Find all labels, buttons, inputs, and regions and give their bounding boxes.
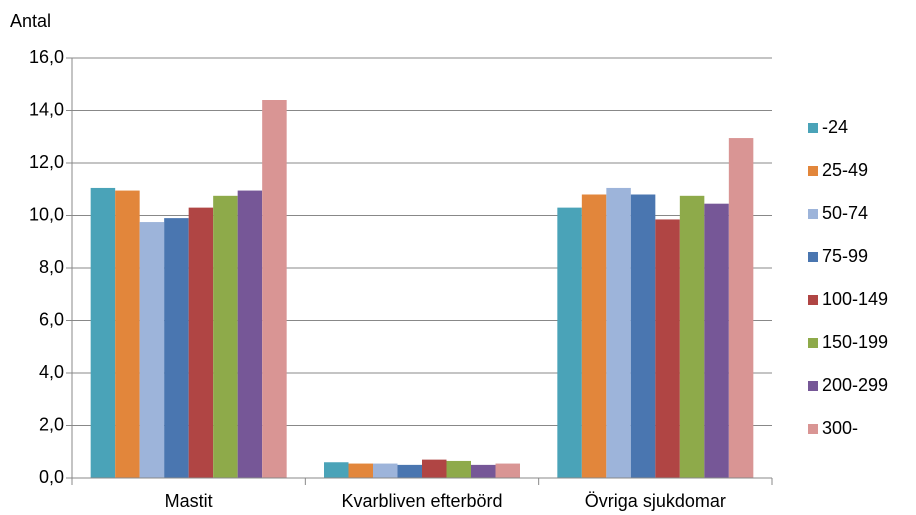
legend-swatch	[808, 123, 818, 133]
bar	[471, 464, 496, 478]
bar	[139, 222, 165, 478]
bar	[115, 190, 140, 478]
legend-swatch	[808, 338, 818, 348]
legend-label: 200-299	[822, 375, 888, 395]
y-tick-label: 14,0	[29, 99, 64, 119]
bar	[655, 219, 680, 478]
legend-swatch	[808, 252, 818, 262]
legend-swatch	[808, 424, 818, 434]
bar	[422, 459, 447, 478]
bar	[373, 463, 398, 478]
legend-swatch	[808, 166, 818, 176]
x-tick-label: Övriga sjukdomar	[585, 491, 726, 511]
bar	[630, 194, 656, 478]
bar	[188, 207, 214, 478]
legend-label: 75-99	[822, 246, 868, 266]
bar	[237, 190, 263, 478]
bar	[213, 195, 238, 478]
bar	[495, 463, 520, 478]
x-tick-label: Kvarbliven efterbörd	[341, 491, 502, 511]
legend-label: 300-	[822, 418, 858, 438]
y-tick-label: 12,0	[29, 152, 64, 172]
y-tick-label: 6,0	[39, 309, 64, 329]
x-tick-label: Mastit	[165, 491, 213, 511]
bar	[348, 463, 373, 478]
legend-label: 150-199	[822, 332, 888, 352]
bar	[446, 460, 471, 478]
legend-label: -24	[822, 117, 848, 137]
legend-swatch	[808, 209, 818, 219]
bar	[164, 218, 189, 478]
legend-label: 50-74	[822, 203, 868, 223]
legend-label: 100-149	[822, 289, 888, 309]
legend-label: 25-49	[822, 160, 868, 180]
bar	[262, 100, 287, 478]
y-tick-label: 8,0	[39, 257, 64, 277]
y-tick-label: 2,0	[39, 414, 64, 434]
bar	[704, 203, 729, 478]
y-tick-label: 16,0	[29, 47, 64, 67]
legend-swatch	[808, 381, 818, 391]
bar	[581, 194, 607, 478]
bar	[90, 187, 116, 478]
bar	[324, 462, 349, 478]
y-tick-label: 4,0	[39, 362, 64, 382]
legend-swatch	[808, 295, 818, 305]
y-tick-label: 0,0	[39, 467, 64, 487]
y-axis-label: Antal	[10, 11, 51, 31]
bar	[606, 187, 631, 478]
bar	[728, 138, 754, 478]
bar	[679, 195, 705, 478]
bar	[557, 207, 582, 478]
bar	[397, 464, 422, 478]
y-tick-label: 10,0	[29, 204, 64, 224]
